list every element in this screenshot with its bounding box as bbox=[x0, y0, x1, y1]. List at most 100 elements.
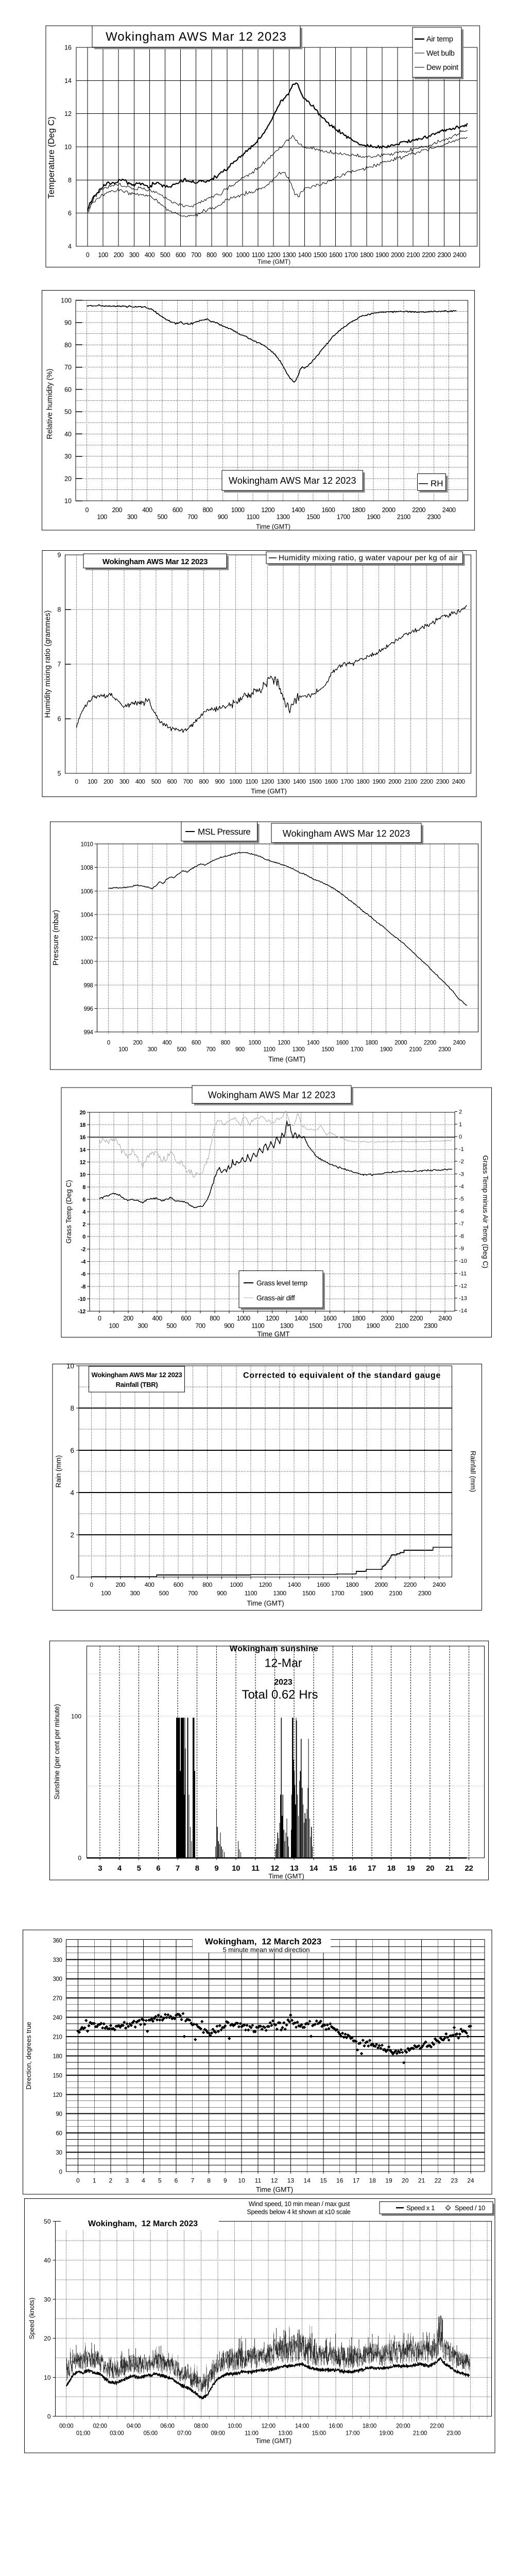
svg-text:12: 12 bbox=[80, 1160, 86, 1166]
svg-text:2400: 2400 bbox=[438, 1315, 452, 1322]
svg-text:1100: 1100 bbox=[263, 1047, 275, 1053]
svg-text:12-Mar: 12-Mar bbox=[265, 1656, 302, 1670]
svg-text:2400: 2400 bbox=[452, 778, 466, 785]
svg-text:200: 200 bbox=[112, 506, 123, 514]
svg-text:100: 100 bbox=[98, 251, 108, 259]
svg-text:19: 19 bbox=[385, 2177, 392, 2184]
svg-text:Grass Temp (Deg C): Grass Temp (Deg C) bbox=[65, 1180, 73, 1244]
svg-text:100: 100 bbox=[88, 778, 97, 785]
svg-text:6: 6 bbox=[58, 716, 61, 723]
svg-text:9: 9 bbox=[58, 552, 61, 559]
svg-text:4: 4 bbox=[82, 1209, 86, 1215]
svg-text:1500: 1500 bbox=[314, 251, 327, 259]
svg-text:10: 10 bbox=[66, 1362, 74, 1370]
svg-text:40: 40 bbox=[64, 431, 72, 438]
svg-text:100: 100 bbox=[71, 1713, 81, 1720]
svg-text:1002: 1002 bbox=[81, 936, 93, 942]
svg-text:1800: 1800 bbox=[346, 1581, 359, 1588]
svg-text:2200: 2200 bbox=[422, 251, 435, 259]
svg-text:1000: 1000 bbox=[230, 1581, 243, 1588]
svg-text:1800: 1800 bbox=[352, 1315, 365, 1322]
svg-text:1700: 1700 bbox=[351, 1047, 363, 1053]
svg-text:0: 0 bbox=[86, 251, 90, 259]
svg-text:1400: 1400 bbox=[295, 1315, 308, 1322]
svg-text:1400: 1400 bbox=[307, 1040, 319, 1046]
svg-text:15: 15 bbox=[329, 1864, 337, 1873]
svg-text:2100: 2100 bbox=[409, 1047, 422, 1053]
svg-text:-9: -9 bbox=[459, 1246, 464, 1252]
svg-text:1300: 1300 bbox=[273, 1590, 287, 1597]
svg-text:7: 7 bbox=[176, 1864, 180, 1873]
svg-text:Time (GMT): Time (GMT) bbox=[247, 1599, 284, 1607]
svg-text:30: 30 bbox=[56, 2150, 62, 2156]
svg-text:1: 1 bbox=[459, 1122, 462, 1128]
svg-text:23:00: 23:00 bbox=[447, 2431, 460, 2437]
svg-text:Temperature (Deg C): Temperature (Deg C) bbox=[46, 116, 56, 199]
svg-text:1600: 1600 bbox=[329, 251, 342, 259]
svg-text:18:00: 18:00 bbox=[363, 2424, 376, 2430]
svg-text:400: 400 bbox=[145, 251, 155, 259]
svg-text:500: 500 bbox=[166, 1323, 177, 1330]
svg-text:400: 400 bbox=[152, 1315, 162, 1322]
svg-text:18: 18 bbox=[369, 2177, 376, 2184]
svg-text:11:00: 11:00 bbox=[245, 2431, 258, 2437]
svg-text:60: 60 bbox=[56, 2131, 62, 2137]
svg-text:1700: 1700 bbox=[337, 514, 350, 521]
svg-text:14: 14 bbox=[80, 1147, 87, 1153]
svg-text:-8: -8 bbox=[81, 1284, 85, 1290]
svg-text:1100: 1100 bbox=[245, 1590, 258, 1597]
svg-text:60: 60 bbox=[64, 386, 72, 393]
svg-text:Rain (mm): Rain (mm) bbox=[55, 1455, 62, 1488]
svg-text:01:00: 01:00 bbox=[76, 2431, 90, 2437]
svg-text:Time (GMT): Time (GMT) bbox=[256, 2186, 293, 2194]
svg-text:100: 100 bbox=[97, 514, 107, 521]
svg-text:1100: 1100 bbox=[252, 251, 265, 259]
svg-text:400: 400 bbox=[135, 778, 145, 785]
svg-text:1700: 1700 bbox=[340, 778, 354, 785]
svg-text:2100: 2100 bbox=[404, 778, 418, 785]
svg-text:2300: 2300 bbox=[436, 778, 450, 785]
svg-text:900: 900 bbox=[235, 1047, 245, 1053]
svg-text:-11: -11 bbox=[459, 1270, 467, 1277]
svg-text:0: 0 bbox=[82, 1234, 85, 1240]
svg-text:800: 800 bbox=[199, 778, 209, 785]
svg-text:16: 16 bbox=[64, 44, 72, 52]
svg-text:800: 800 bbox=[202, 506, 213, 514]
svg-text:400: 400 bbox=[145, 1581, 155, 1588]
svg-text:-6: -6 bbox=[459, 1209, 464, 1215]
svg-text:400: 400 bbox=[142, 506, 152, 514]
svg-text:Time (GMT): Time (GMT) bbox=[268, 1056, 305, 1063]
svg-text:900: 900 bbox=[215, 778, 225, 785]
svg-text:-6: -6 bbox=[81, 1272, 85, 1278]
svg-text:500: 500 bbox=[159, 1590, 169, 1597]
svg-text:2300: 2300 bbox=[424, 1323, 437, 1330]
svg-text:2300: 2300 bbox=[437, 251, 451, 259]
svg-text:20:00: 20:00 bbox=[396, 2424, 410, 2430]
svg-text:1300: 1300 bbox=[280, 1323, 294, 1330]
svg-text:5: 5 bbox=[158, 2177, 162, 2184]
svg-text:10: 10 bbox=[44, 2374, 51, 2381]
svg-text:2200: 2200 bbox=[420, 778, 434, 785]
svg-text:1400: 1400 bbox=[298, 251, 311, 259]
svg-text:180: 180 bbox=[53, 2054, 62, 2060]
svg-text:2000: 2000 bbox=[382, 506, 396, 514]
svg-text:2100: 2100 bbox=[397, 514, 410, 521]
svg-text:19: 19 bbox=[406, 1864, 415, 1873]
svg-text:2300: 2300 bbox=[418, 1590, 432, 1597]
svg-text:1600: 1600 bbox=[336, 1040, 349, 1046]
svg-text:-12: -12 bbox=[78, 1309, 85, 1315]
svg-text:Grass-air diff: Grass-air diff bbox=[256, 1294, 295, 1302]
svg-text:1010: 1010 bbox=[81, 842, 93, 848]
svg-text:200: 200 bbox=[123, 1315, 133, 1322]
svg-text:80: 80 bbox=[64, 342, 72, 349]
svg-text:0: 0 bbox=[78, 1855, 81, 1862]
svg-text:5: 5 bbox=[137, 1864, 141, 1873]
svg-text:1100: 1100 bbox=[246, 514, 259, 521]
svg-text:6: 6 bbox=[82, 1197, 85, 1203]
svg-text:300: 300 bbox=[53, 1976, 62, 1982]
svg-text:1600: 1600 bbox=[325, 778, 338, 785]
svg-text:1200: 1200 bbox=[267, 251, 280, 259]
svg-text:Humidity mixing ratio (grammes: Humidity mixing ratio (grammes) bbox=[44, 611, 52, 718]
svg-text:-8: -8 bbox=[459, 1233, 464, 1240]
svg-text:1400: 1400 bbox=[291, 506, 305, 514]
